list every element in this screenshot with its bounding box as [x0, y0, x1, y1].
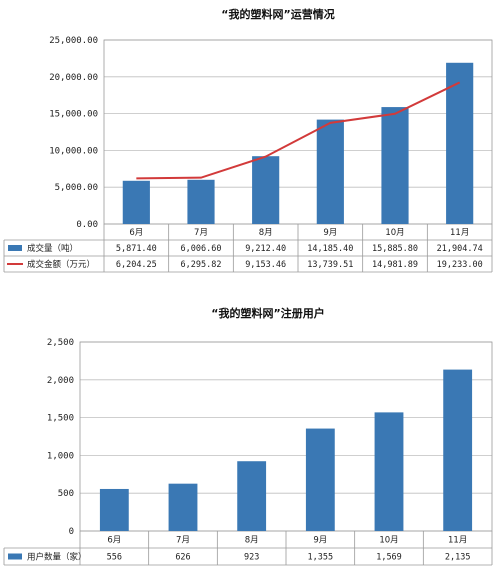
bar [381, 107, 409, 224]
category-label: 9月 [323, 228, 337, 238]
bar [237, 461, 267, 531]
legend-swatch [8, 553, 22, 560]
table-value: 1,569 [376, 553, 402, 563]
table-value: 9,212.40 [245, 244, 286, 254]
category-label: 8月 [259, 228, 273, 238]
operations-chart-y-axis: 25,000.00 20,000.00 15,000.00 10,000.00 5,00… [49, 36, 98, 230]
series-line [136, 81, 461, 180]
bar [316, 119, 344, 224]
users-chart: “我的塑料网”注册用户 2,500 2,000 1,500 1,000 500 0 6月 7… [3, 306, 493, 566]
users-chart-y-axis: 2,500 2,000 1,500 1,000 500 0 [47, 338, 74, 537]
table-value: 2,135 [445, 553, 471, 563]
bar [443, 369, 473, 531]
legend-label: 成交量（吨） [27, 243, 78, 254]
operations-chart-title: “我的塑料网”运营情况 [221, 7, 334, 21]
users-chart-title: “我的塑料网”注册用户 [211, 306, 324, 320]
y-tick-label: 25,000.00 [49, 36, 98, 46]
y-tick-label: 2,500 [47, 338, 74, 348]
operations-chart-line [136, 81, 461, 180]
operations-chart-bars [122, 62, 474, 224]
table-value: 1,355 [308, 553, 334, 563]
category-label: 8月 [245, 536, 259, 546]
bar [374, 412, 404, 531]
legend-label: 用户数量（家） [27, 552, 87, 563]
y-tick-label: 500 [58, 489, 74, 499]
table-value: 21,904.74 [437, 244, 483, 254]
table-value: 923 [244, 553, 259, 563]
table-value: 13,739.51 [307, 260, 353, 270]
bar [187, 179, 215, 224]
y-tick-label: 10,000.00 [49, 146, 98, 156]
category-label: 6月 [129, 228, 143, 238]
y-tick-label: 20,000.00 [49, 73, 98, 83]
table-value: 14,185.40 [307, 244, 353, 254]
bar [252, 156, 280, 224]
category-label: 10月 [385, 228, 404, 238]
users-chart-bars [99, 369, 473, 531]
operations-chart: “我的塑料网”运营情况 25,000.00 20,000.00 15,000.00 1… [3, 7, 493, 273]
category-label: 10月 [379, 536, 398, 546]
bar [446, 62, 474, 224]
legend-swatch [8, 245, 22, 251]
table-value: 6,006.60 [181, 244, 222, 254]
plot-frame [79, 341, 493, 532]
category-label: 6月 [107, 536, 121, 546]
y-tick-label: 15,000.00 [49, 110, 98, 120]
category-label: 7月 [176, 536, 190, 546]
plot-frame [103, 39, 493, 225]
table-value: 14,981.89 [372, 260, 418, 270]
table-value: 15,885.80 [372, 244, 418, 254]
table-value: 626 [175, 553, 190, 563]
y-tick-label: 0.00 [76, 220, 98, 230]
category-label: 11月 [450, 228, 469, 238]
table-value: 19,233.00 [437, 260, 483, 270]
y-tick-label: 0 [69, 527, 74, 537]
y-tick-label: 5,000.00 [55, 183, 98, 193]
users-chart-gridlines [79, 341, 493, 532]
table-value: 6,204.25 [116, 260, 157, 270]
bar [99, 488, 129, 531]
category-label: 7月 [194, 228, 208, 238]
y-tick-label: 1,500 [47, 414, 74, 424]
bar [168, 483, 198, 531]
bar [122, 180, 150, 224]
category-label: 9月 [313, 536, 327, 546]
table-value: 9,153.46 [245, 260, 286, 270]
table-value: 5,871.40 [116, 244, 157, 254]
y-tick-label: 1,000 [47, 451, 74, 461]
category-label: 11月 [448, 536, 467, 546]
bar [305, 428, 335, 531]
table-value: 556 [107, 553, 122, 563]
operations-chart-gridlines [103, 39, 493, 225]
y-tick-label: 2,000 [47, 376, 74, 386]
table-value: 6,295.82 [181, 260, 222, 270]
legend-label: 成交金额（万元） [27, 259, 95, 270]
